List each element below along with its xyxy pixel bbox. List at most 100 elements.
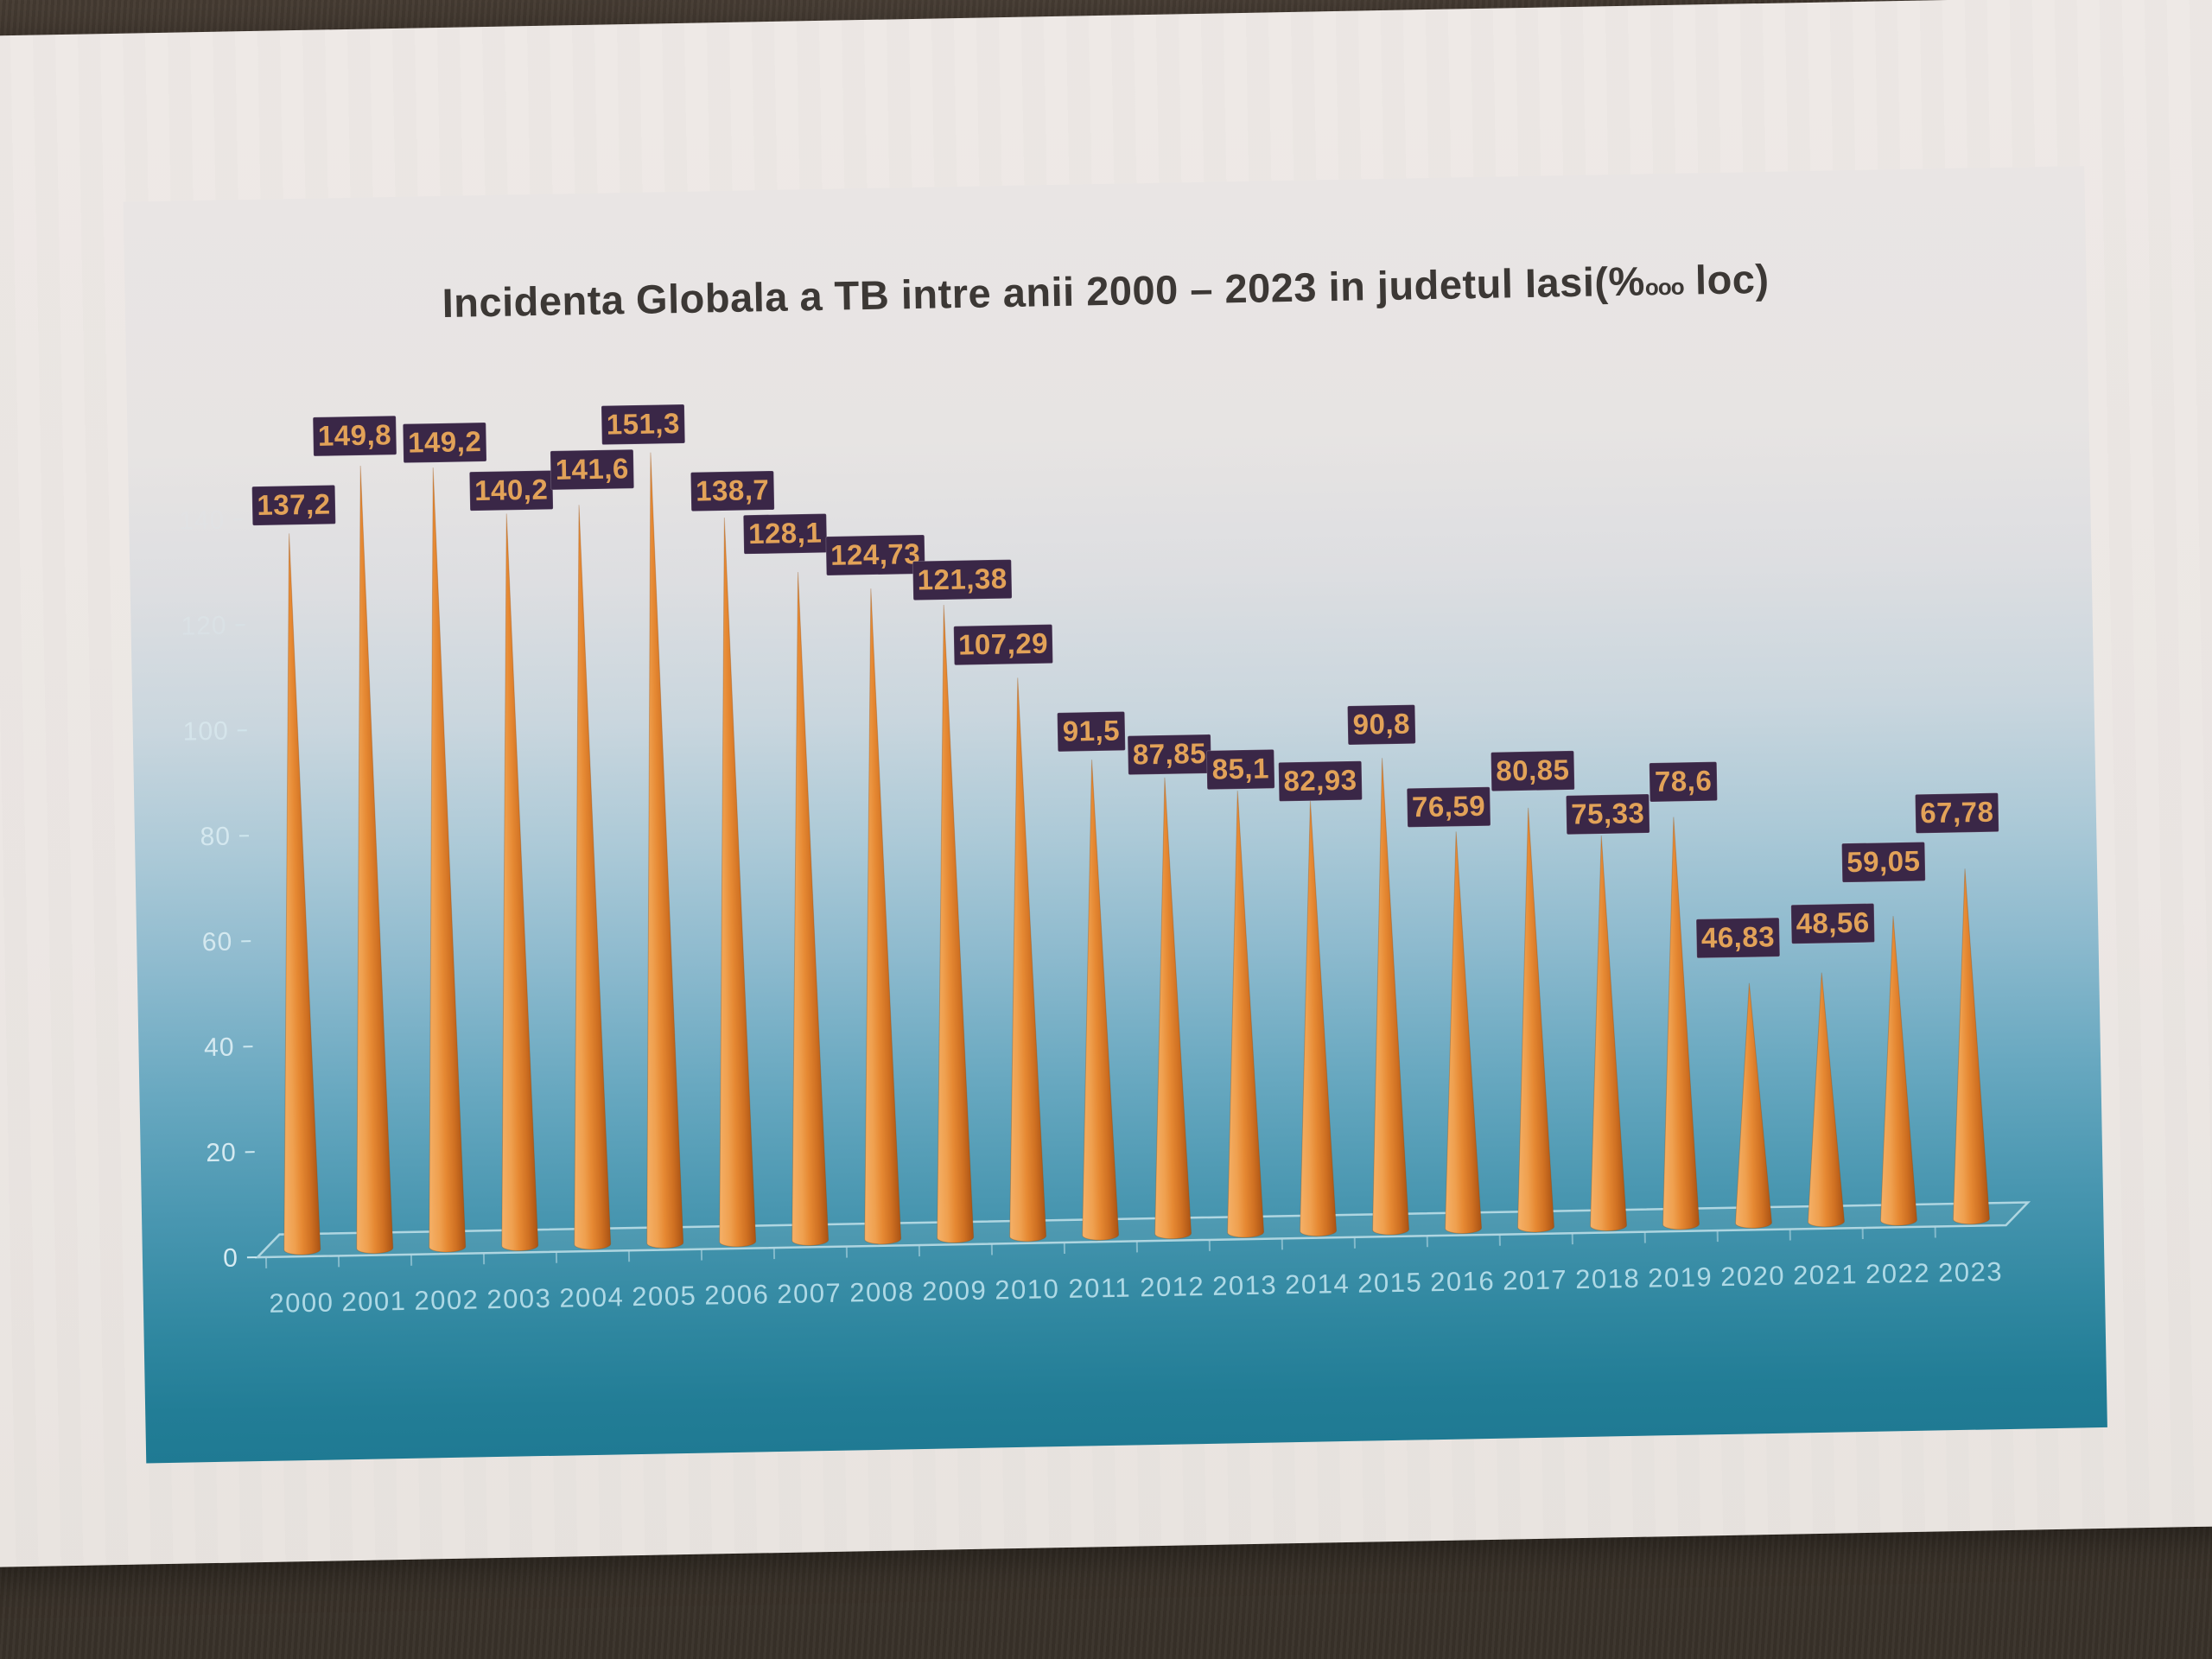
value-label: 149,8 (312, 415, 397, 457)
value-label: 80,85 (1490, 750, 1575, 792)
bar-cone (1082, 760, 1120, 1241)
x-axis-year-label: 2014 (1285, 1268, 1351, 1300)
x-axis-year-label: 2023 (1938, 1256, 2004, 1287)
x-axis-year-label: 2008 (849, 1276, 915, 1307)
value-label-box (312, 415, 397, 457)
tb-incidence-chart: Incidenta Globala a TB intre anii 2000 –… (123, 166, 2107, 1464)
y-axis-line (242, 504, 259, 1258)
value-label-box (601, 404, 686, 446)
x-axis-year-label: 2020 (1720, 1261, 1786, 1292)
x-axis-year-label: 2015 (1357, 1267, 1423, 1298)
bar-cone (1445, 831, 1483, 1235)
value-label-text: 76,59 (1412, 790, 1486, 823)
y-axis-tick-label: 60 (202, 928, 233, 957)
bar-cone (501, 513, 539, 1252)
value-label: 75,33 (1565, 793, 1650, 836)
value-label-box (1346, 704, 1416, 746)
bar-cone (283, 533, 321, 1255)
value-label-text: 149,2 (408, 425, 482, 459)
value-label: 48,56 (1790, 903, 1876, 944)
value-label-text: 151,3 (606, 407, 680, 441)
value-label-text: 128,1 (748, 517, 823, 550)
x-axis-year-label: 2022 (1866, 1258, 1931, 1289)
x-axis-year-label: 2000 (269, 1287, 334, 1318)
value-label-box (1565, 793, 1650, 836)
y-axis-tick-label: 0 (223, 1243, 238, 1272)
value-label-text: 149,8 (318, 418, 392, 452)
value-label: 87,85 (1127, 734, 1212, 776)
value-label-box (1205, 748, 1275, 791)
value-label-box (550, 448, 635, 491)
value-label: 59,05 (1841, 841, 1926, 883)
bar-cone (1734, 982, 1772, 1229)
bar-cone (1879, 916, 1917, 1226)
x-axis-year-label: 2007 (777, 1278, 842, 1309)
x-axis-year-label: 2009 (922, 1275, 988, 1306)
value-label: 124,73 (825, 534, 926, 576)
y-axis-tick-label: 20 (206, 1139, 237, 1168)
value-label: 151,3 (601, 404, 686, 446)
chart-floor (254, 1201, 2031, 1259)
x-axis-year-label: 2021 (1793, 1259, 1859, 1290)
value-label-box (953, 624, 1053, 666)
value-label-text: 82,93 (1283, 764, 1357, 798)
value-label-text: 75,33 (1571, 797, 1645, 830)
bar-cone (356, 465, 394, 1255)
y-axis-tick-label: 140 (179, 506, 226, 536)
x-axis-year-label: 2010 (995, 1274, 1060, 1305)
value-label-text: 107,29 (958, 627, 1049, 661)
bar-cone (1372, 758, 1410, 1236)
value-label-text: 137,2 (257, 487, 331, 521)
value-label-text: 59,05 (1847, 845, 1921, 879)
value-label-text: 48,56 (1796, 906, 1870, 940)
paper-sheet: Incidenta Globala a TB intre anii 2000 –… (0, 0, 2212, 1568)
x-axis-year-label: 2011 (1068, 1273, 1131, 1304)
bar-cone (1227, 791, 1265, 1238)
value-label-text: 78,6 (1655, 765, 1713, 798)
value-label-box (1278, 760, 1363, 802)
y-axis-tick-label: 100 (182, 717, 229, 747)
value-label-text: 138,7 (696, 474, 770, 507)
x-axis-year-label: 2016 (1430, 1266, 1496, 1297)
bar-cone (719, 517, 757, 1248)
value-label-text: 46,83 (1701, 920, 1776, 954)
value-label: 137,2 (251, 484, 336, 526)
bar-cone (1300, 800, 1338, 1237)
value-label-box (1841, 841, 1926, 883)
value-label-box (1695, 917, 1781, 959)
value-label-text: 140,2 (474, 474, 549, 507)
y-axis-tick-label: 80 (200, 823, 231, 852)
bar-cone (429, 467, 467, 1253)
bar-cone (1807, 972, 1845, 1228)
x-axis-year-label: 2005 (632, 1281, 697, 1312)
value-label-text: 124,73 (830, 537, 921, 571)
value-label: 141,6 (550, 448, 635, 491)
bar-cone (937, 604, 975, 1243)
value-label: 138,7 (690, 470, 775, 512)
x-axis-year-label: 2003 (486, 1283, 552, 1314)
value-label-text: 90,8 (1352, 708, 1410, 741)
x-axis-year-label: 2002 (414, 1284, 480, 1315)
value-label-text: 87,85 (1133, 737, 1207, 771)
value-label-box (912, 559, 1013, 601)
bar-cone (1154, 777, 1192, 1240)
x-axis-year-label: 2001 (341, 1286, 407, 1317)
bar-cone (646, 452, 684, 1249)
value-label: 82,93 (1278, 760, 1363, 802)
value-label-box (468, 469, 554, 512)
value-label: 121,38 (912, 559, 1013, 601)
value-label-text: 121,38 (917, 563, 1007, 596)
value-label: 76,59 (1406, 786, 1491, 828)
value-label: 128,1 (742, 513, 828, 555)
bar-cone (1009, 677, 1047, 1243)
value-label-box (1790, 903, 1876, 944)
value-label-box (742, 513, 828, 555)
y-axis-tick-label: 120 (181, 612, 227, 641)
value-label-text: 141,6 (555, 452, 629, 486)
value-label: 78,6 (1649, 761, 1718, 803)
value-label-text: 85,1 (1211, 752, 1269, 785)
x-axis-year-label: 2013 (1212, 1269, 1278, 1300)
value-label: 85,1 (1205, 748, 1275, 791)
value-label-box (1914, 792, 1999, 834)
